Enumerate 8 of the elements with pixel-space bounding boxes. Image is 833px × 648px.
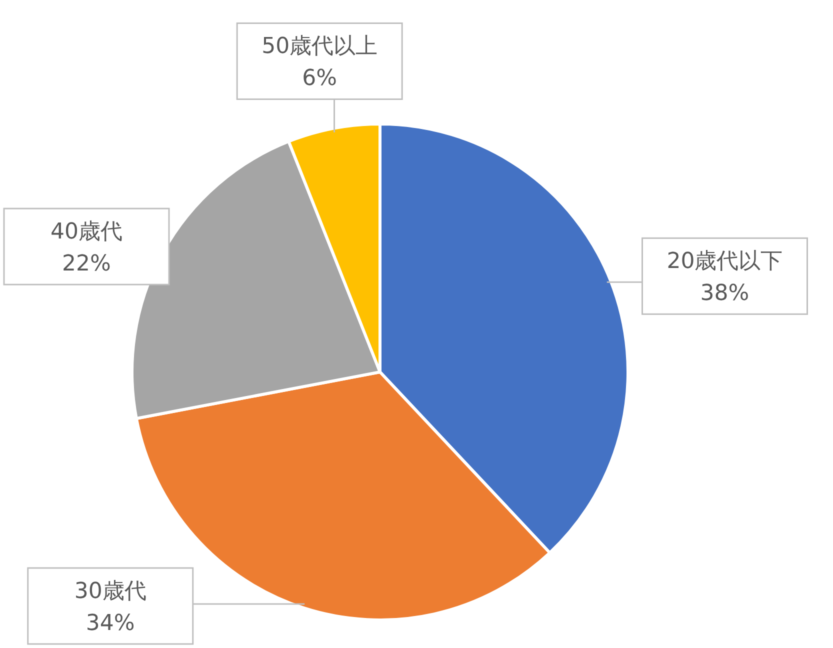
slice-label: 40歳代	[50, 220, 122, 245]
data-label: 38%	[700, 281, 750, 306]
slice-label: 50歳代以上	[262, 34, 378, 60]
slice-label: 20歳代以下	[666, 249, 783, 274]
data-label: 22%	[62, 252, 111, 277]
data-label: 6%	[302, 66, 338, 92]
data-label: 34%	[86, 611, 135, 636]
slice-label: 30歳代	[74, 579, 146, 604]
